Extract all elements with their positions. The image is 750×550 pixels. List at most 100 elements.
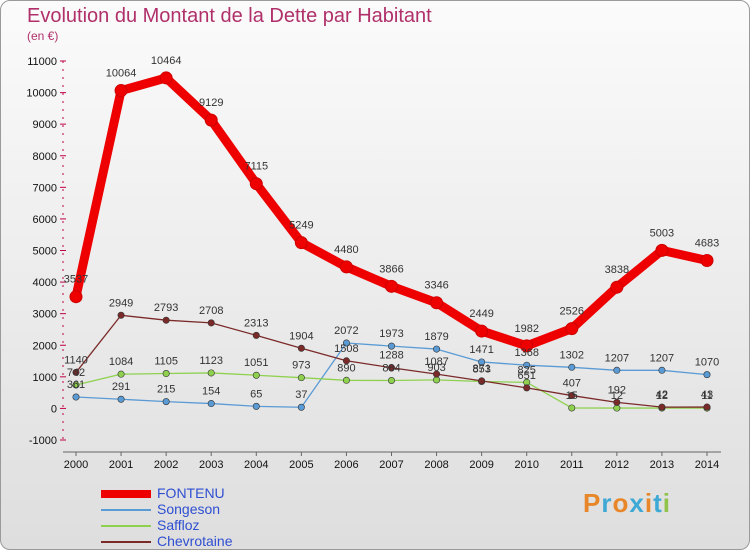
legend-label: Songeson [157, 501, 221, 517]
data-point [433, 376, 441, 384]
data-point [339, 260, 353, 274]
data-label: 192 [608, 384, 626, 396]
data-point [159, 71, 173, 85]
y-tick-label: -1000 [29, 435, 57, 447]
legend-swatch [101, 541, 151, 543]
data-point [117, 395, 125, 403]
legend-label: Saffloz [157, 517, 200, 533]
series-fontenu [69, 71, 714, 353]
data-point [655, 243, 669, 257]
x-tick-label: 2007 [379, 459, 403, 471]
data-point [162, 398, 170, 406]
legend-swatch [101, 490, 151, 498]
data-label: 742 [67, 367, 85, 379]
data-point [207, 400, 215, 408]
data-point [433, 370, 441, 378]
chart-subtitle: (en €) [27, 29, 59, 43]
data-point [385, 279, 398, 293]
data-label: 1982 [514, 323, 538, 335]
logo-letter: P [583, 488, 602, 518]
data-point [72, 368, 80, 376]
legend-label: FONTENU [157, 485, 225, 501]
data-point [117, 370, 125, 378]
y-tick-label: 5000 [33, 246, 57, 258]
x-tick-label: 2003 [199, 459, 223, 471]
data-point [162, 370, 170, 378]
logo-letter: i [644, 488, 654, 518]
legend-swatch [101, 509, 151, 511]
x-tick-label: 2005 [289, 459, 313, 471]
data-label: 12 [656, 390, 668, 402]
data-point [297, 344, 305, 352]
data-label: 903 [427, 362, 445, 374]
y-tick-label: 8000 [33, 151, 57, 163]
logo-letter: i [662, 488, 671, 518]
data-point [703, 371, 711, 379]
data-label: 9129 [199, 97, 223, 109]
data-label: 3866 [379, 263, 403, 275]
data-label: 2526 [560, 306, 584, 318]
data-label: 65 [250, 388, 262, 400]
data-label: 5249 [289, 220, 313, 232]
x-tick-label: 2013 [650, 459, 674, 471]
data-point [658, 366, 666, 374]
data-point [700, 254, 714, 268]
data-labels: 361 291 215 154 65 37 2072 1973 1879 1471 1368 1302… [64, 55, 719, 402]
data-label: 291 [112, 381, 130, 393]
data-point [249, 177, 263, 191]
data-label: 2949 [109, 297, 133, 309]
data-point [342, 339, 350, 347]
data-point [613, 366, 621, 374]
data-point [69, 290, 83, 304]
x-tick-label: 2008 [424, 459, 448, 471]
x-tick-label: 2011 [560, 459, 584, 471]
data-label: 1471 [469, 344, 493, 356]
data-point [658, 403, 666, 411]
y-tick-label: 1000 [33, 372, 57, 384]
data-label: 10064 [106, 68, 137, 80]
y-tick-label: 3000 [33, 309, 57, 321]
data-label: 2313 [244, 317, 268, 329]
data-point [162, 316, 170, 324]
data-point [204, 113, 218, 127]
x-tick-label: 2010 [514, 459, 538, 471]
data-label: 42 [656, 389, 668, 401]
data-label: 3537 [64, 274, 88, 286]
data-label: 7115 [244, 161, 268, 173]
data-label: 12 [611, 390, 623, 402]
data-point [613, 398, 621, 406]
y-tick-label: 6000 [33, 214, 57, 226]
logo-letter: r [601, 488, 613, 518]
series-lines [69, 71, 714, 412]
data-point [568, 404, 576, 412]
data-label: 1087 [424, 356, 448, 368]
data-label: 407 [563, 378, 581, 390]
data-point [433, 345, 441, 353]
data-point [475, 324, 489, 338]
x-tick-label: 2004 [244, 459, 268, 471]
data-label: 215 [157, 384, 175, 396]
y-tick-label: 11000 [27, 56, 57, 68]
data-label: 1508 [334, 343, 358, 355]
y-tick-label: 2000 [33, 340, 57, 352]
x-tick-label: 2009 [469, 459, 493, 471]
data-label: 1140 [64, 354, 88, 366]
data-label: 1105 [154, 356, 178, 368]
data-point [430, 296, 444, 310]
data-label: 3346 [424, 280, 448, 292]
data-label: 973 [292, 360, 310, 372]
data-label: 1123 [199, 355, 223, 367]
data-point [207, 369, 215, 377]
legend-swatch [101, 525, 151, 527]
data-point [252, 331, 260, 339]
data-label: 890 [337, 362, 355, 374]
y-tick-label: 10000 [26, 88, 57, 100]
data-label: 3838 [605, 264, 629, 276]
data-point [568, 392, 576, 400]
data-label: 1084 [109, 356, 133, 368]
data-point [297, 374, 305, 382]
data-point [117, 311, 125, 319]
data-label: 1288 [379, 350, 403, 362]
series-chevrotaine [72, 311, 711, 411]
